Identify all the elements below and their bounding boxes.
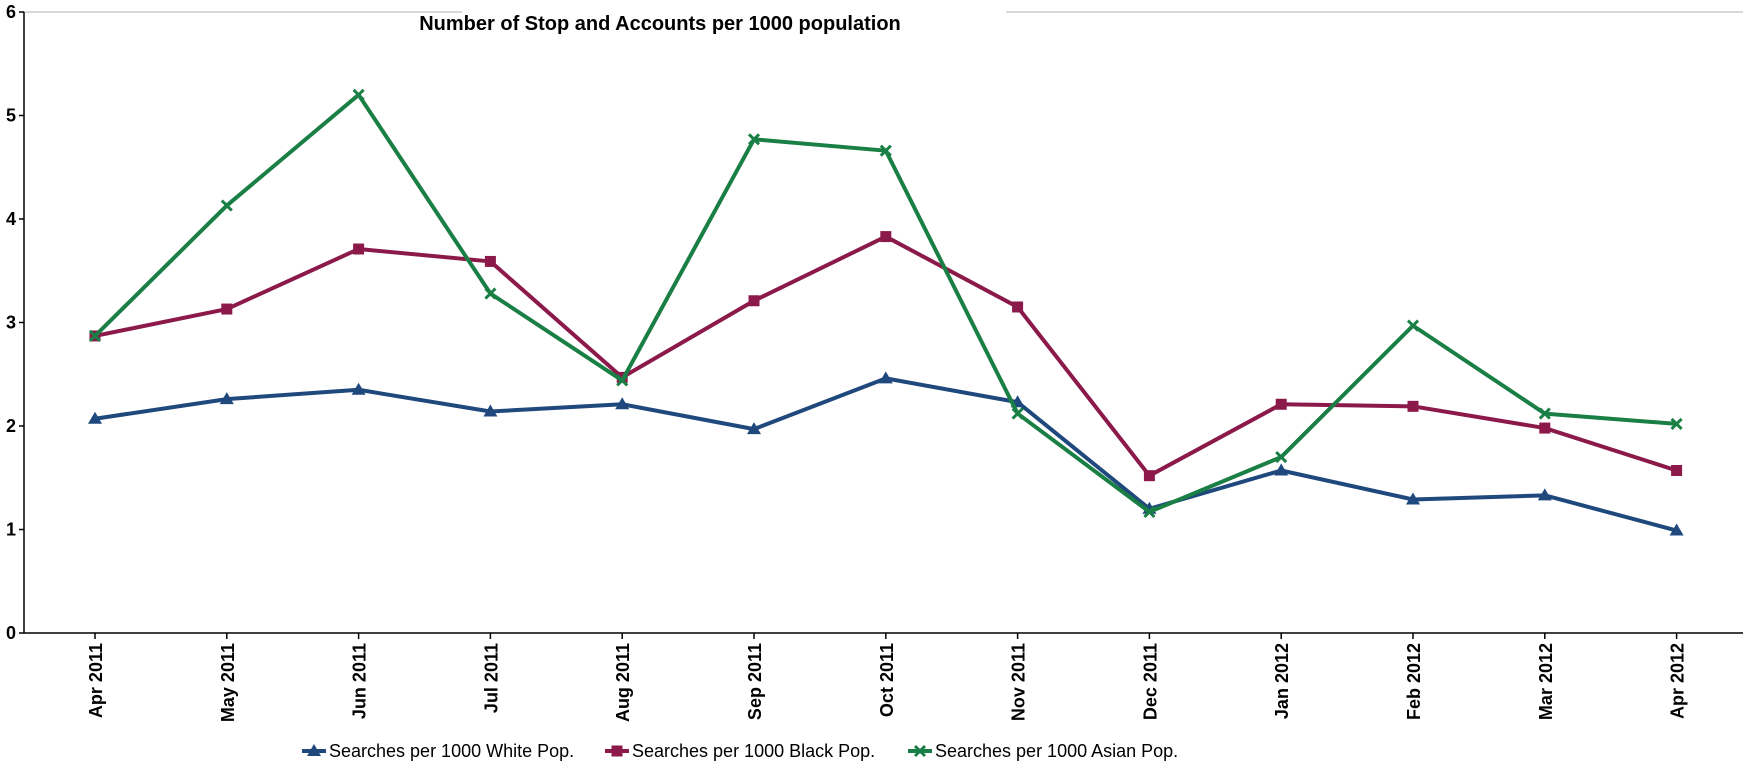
data-point <box>748 295 760 307</box>
data-point <box>353 243 365 255</box>
data-point <box>879 144 892 157</box>
data-point-stroke <box>484 287 497 300</box>
x-tick-label: Dec 2011 <box>1140 643 1160 720</box>
data-point-stroke <box>1011 407 1024 420</box>
series-3 <box>88 88 1683 518</box>
legend-marker <box>913 744 927 758</box>
series-line <box>93 92 1679 514</box>
data-point-stroke <box>879 144 892 157</box>
data-point <box>1012 301 1024 313</box>
legend-label: Searches per 1000 White Pop. <box>329 741 574 761</box>
data-point-stroke <box>616 374 629 387</box>
y-tick-label: 0 <box>6 623 16 643</box>
data-point <box>483 404 498 417</box>
data-point-stroke <box>1670 417 1683 430</box>
legend-item: Searches per 1000 White Pop. <box>302 741 574 761</box>
legend-marker-stroke <box>913 744 927 758</box>
data-point-stroke <box>352 88 365 101</box>
title-layer: Number of Stop and Accounts per 1000 pop… <box>419 4 1006 40</box>
title-background <box>462 4 1006 40</box>
data-point <box>1275 398 1287 410</box>
data-point <box>1669 523 1684 536</box>
data-point <box>1537 488 1552 501</box>
x-tick-label: May 2011 <box>218 643 238 722</box>
data-point-stroke <box>88 329 102 343</box>
data-point <box>1670 417 1683 430</box>
x-axis: Apr 2011 May 2011 Jun 2011 Jul 2011 Aug 2011… <box>86 633 1688 722</box>
data-point <box>1671 465 1683 477</box>
x-tick-label: Apr 2011 <box>86 643 106 718</box>
series-2 <box>89 231 1683 482</box>
data-point <box>220 199 233 212</box>
data-point-stroke <box>1406 319 1420 332</box>
legend-label: Searches per 1000 Asian Pop. <box>935 741 1178 761</box>
x-tick-label: Aug 2011 <box>613 643 633 722</box>
series-layer <box>88 88 1684 536</box>
y-tick-label: 1 <box>6 520 16 540</box>
x-tick-label: Oct 2011 <box>877 643 897 717</box>
data-point-stroke <box>1538 407 1551 420</box>
data-point <box>615 397 630 410</box>
y-tick-label: 3 <box>6 313 16 333</box>
data-point <box>351 382 366 395</box>
x-tick-label: Apr 2012 <box>1668 643 1688 719</box>
data-point <box>747 133 761 146</box>
data-point <box>219 392 234 405</box>
series-1 <box>88 371 1684 536</box>
data-point <box>747 422 761 435</box>
legend-label: Searches per 1000 Black Pop. <box>632 741 875 761</box>
data-point <box>880 231 892 243</box>
data-point <box>1011 407 1024 420</box>
data-point <box>1143 470 1155 482</box>
legend: Searches per 1000 White Pop. Searches per… <box>302 741 1178 761</box>
data-point <box>878 371 893 384</box>
legend-marker <box>307 744 321 756</box>
legend-item: Searches per 1000 Black Pop. <box>605 741 875 761</box>
data-point <box>1407 400 1419 412</box>
series-line <box>93 234 1679 478</box>
data-point <box>484 255 496 267</box>
data-point-stroke <box>747 133 761 146</box>
data-point <box>1406 319 1420 332</box>
chart-title: Number of Stop and Accounts per 1000 pop… <box>419 13 901 35</box>
data-point-stroke <box>1275 450 1288 464</box>
legend-item: Searches per 1000 Asian Pop. <box>908 741 1178 761</box>
data-point <box>1143 505 1156 518</box>
x-tick-label: Feb 2012 <box>1404 643 1424 720</box>
x-tick-label: Nov 2011 <box>1009 643 1029 721</box>
y-tick-label: 4 <box>6 209 16 229</box>
data-point-stroke <box>1143 505 1156 518</box>
y-tick-label: 2 <box>6 416 16 436</box>
y-axis: 0 1 2 3 4 5 6 <box>6 2 24 643</box>
data-point <box>1538 407 1551 420</box>
y-tick-label: 5 <box>6 106 16 126</box>
x-tick-label: Sep 2011 <box>745 643 765 720</box>
data-point <box>1539 422 1551 434</box>
x-tick-label: Jan 2012 <box>1272 643 1292 719</box>
data-point <box>616 374 629 387</box>
data-point <box>352 88 365 101</box>
x-tick-label: Jun 2011 <box>350 643 370 719</box>
data-point <box>88 329 102 343</box>
data-point-stroke <box>220 199 233 212</box>
data-point <box>484 287 497 300</box>
x-tick-label: Jul 2011 <box>481 643 501 713</box>
x-tick-label: Mar 2012 <box>1536 643 1556 720</box>
legend-marker <box>611 745 623 757</box>
data-point <box>88 411 102 424</box>
plot-frame <box>23 11 1743 634</box>
data-point <box>1275 450 1288 464</box>
series-line <box>93 376 1679 533</box>
y-tick-label: 6 <box>6 2 16 22</box>
data-point <box>1406 492 1420 505</box>
data-point <box>1274 463 1289 476</box>
data-point <box>221 303 233 315</box>
